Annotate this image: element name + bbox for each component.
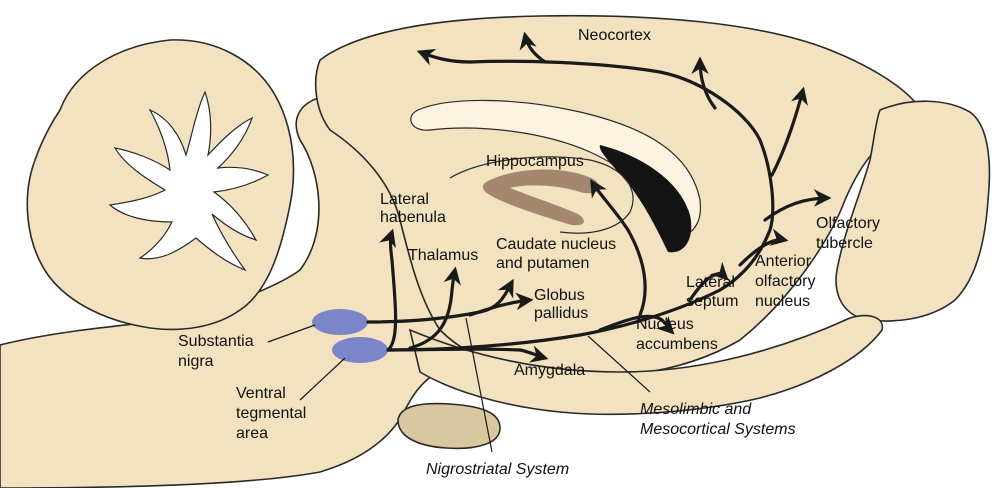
olfactory-bulb [835, 100, 991, 322]
label-globus-line1: Globus [534, 287, 585, 304]
pathway-to-lateral-septum [688, 261, 729, 302]
label-lateral-habenula-line1: Lateral [380, 191, 429, 208]
pituitary [397, 402, 501, 450]
pathway-cortex-branch-4 [770, 86, 808, 177]
label-vta-line2: tegmental [236, 405, 306, 422]
hippocampus-shape [482, 169, 600, 226]
label-globus-line2: pallidus [534, 305, 588, 322]
label-vta-line3: area [236, 425, 268, 442]
label-nucleus-accumbens-line2: accumbens [636, 336, 718, 353]
label-nigrostriatal: Nigrostriatal System [426, 461, 569, 478]
pathway-cortex-branch-1 [416, 49, 472, 66]
ventral-forebrain [408, 314, 884, 416]
pathway-to-anterior-olfactory [738, 228, 789, 267]
pathway-to-olfactory-tubercle [763, 189, 832, 222]
label-amygdala: Amygdala [514, 362, 585, 379]
pathway-to-hippocampus [590, 179, 647, 317]
label-lateral-habenula-line2: habenula [380, 209, 446, 226]
pathway-to-thalamus [408, 266, 461, 350]
leader-substantia-nigra [267, 324, 316, 343]
hippocampal-formation [449, 156, 634, 234]
label-nucleus-accumbens-line1: Nucleus [636, 316, 694, 333]
pathway-cortex-branch-3 [691, 56, 717, 110]
leader-nigrostriatal [465, 317, 493, 453]
label-olfactory-tubercle-line1: Olfactory [816, 215, 880, 232]
pathway-to-habenula [379, 228, 398, 352]
label-mesolimbic-line2: Mesocortical Systems [640, 421, 796, 438]
cerebellum-arbor-vitae [108, 90, 270, 272]
label-lateral-septum-line1: Lateral [686, 274, 735, 291]
lateral-ventricle [599, 145, 692, 253]
substantia-nigra-nucleus [312, 309, 368, 335]
label-substantia-nigra-line2: nigra [178, 353, 214, 370]
label-thalamus: Thalamus [408, 247, 478, 264]
label-anterior-olfactory-line3: nucleus [755, 293, 810, 310]
label-vta-line1: Ventral [236, 385, 286, 402]
label-caudate-line2: and putamen [496, 255, 589, 272]
pathway-to-nucleus-accumbens [598, 314, 675, 335]
label-substantia-nigra-line1: Substantia [178, 333, 254, 350]
label-mesolimbic-line1: Mesolimbic and [640, 401, 752, 418]
label-anterior-olfactory-line1: Anterior [755, 253, 812, 270]
pathway-to-globus [468, 292, 534, 317]
label-anterior-olfactory-line2: olfactory [755, 273, 815, 290]
pathway-cortex-branch-2 [519, 31, 547, 64]
label-hippocampus: Hippocampus [486, 153, 584, 170]
label-caudate-line1: Caudate nucleus [496, 236, 616, 253]
leader-vta [299, 357, 346, 401]
vta-nucleus [332, 337, 388, 363]
label-neocortex: Neocortex [578, 27, 651, 44]
label-olfactory-tubercle-line2: tubercle [816, 235, 873, 252]
leader-mesolimbic [587, 335, 651, 393]
label-lateral-septum-line2: septum [686, 293, 738, 310]
